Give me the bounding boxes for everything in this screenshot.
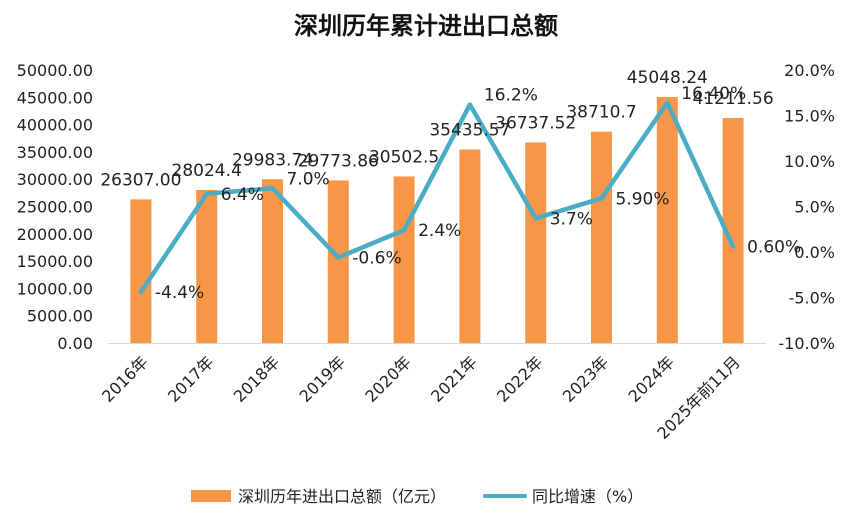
bar [656, 97, 678, 343]
right-axis: -10.0% -5.0% 0.0% 5.0% 10.0% 15.0% 20.0% [778, 61, 835, 353]
line-point [204, 191, 209, 196]
bar-data-label: 30502.5 [369, 147, 439, 167]
line-data-label: 7.0% [287, 169, 330, 189]
bar-data-label: 29773.86 [298, 151, 379, 171]
left-axis: 0.00 5000.00 10000.00 15000.00 20000.00 25000… [17, 61, 93, 353]
line-data-label: 16.2% [484, 86, 538, 106]
bar [525, 142, 547, 343]
left-axis-tick-label: 15000.00 [17, 252, 93, 271]
bar-data-label: 41211.56 [693, 89, 774, 109]
line-data-label: 5.90% [616, 189, 670, 209]
x-axis-tick-label: 2021年 [427, 352, 481, 406]
right-axis-tick-label: 5.0% [794, 198, 835, 217]
line-data-labels: -4.4% 6.4% 7.0% -0.6% 2.4% 16.2% 3.7% 5.90% 16.4… [155, 84, 801, 303]
bar [722, 117, 744, 343]
right-axis-tick-label: 10.0% [784, 152, 835, 171]
bar-data-label: 36737.52 [495, 113, 576, 133]
bar-data-label: 28024.4 [172, 161, 242, 181]
left-axis-tick-label: 25000.00 [17, 198, 93, 217]
bar-data-label: 29983.74 [232, 150, 313, 170]
line-point [467, 102, 472, 107]
growth-line [138, 100, 736, 295]
x-axis-tick-label: 2022年 [493, 352, 547, 406]
line-series [138, 100, 736, 295]
line-data-label: 3.7% [550, 209, 593, 229]
line-point [665, 100, 670, 105]
left-axis-tick-label: 30000.00 [17, 170, 93, 189]
x-axis-tick-label: 2017年 [164, 352, 218, 406]
bar-series [130, 97, 744, 343]
line-point [336, 255, 341, 260]
right-axis-tick-label: 0.0% [794, 243, 835, 262]
x-axis-tick-label: 2018年 [230, 352, 284, 406]
left-axis-tick-label: 40000.00 [17, 116, 93, 135]
line-data-label: 0.60% [747, 238, 801, 258]
line-point [599, 196, 604, 201]
right-axis-tick-label: -5.0% [789, 289, 835, 308]
line-point [533, 216, 538, 221]
line-point [138, 290, 143, 295]
left-axis-tick-label: 10000.00 [17, 279, 93, 298]
chart-title: 深圳历年累计进出口总额 [294, 12, 558, 40]
line-point [270, 186, 275, 191]
bar-data-label: 35435.57 [429, 121, 510, 141]
line-data-label: -4.4% [155, 283, 204, 303]
x-axis-tick-label: 2024年 [625, 352, 679, 406]
right-axis-tick-label: -10.0% [778, 334, 835, 353]
x-axis: 2016年 2017年 2018年 2019年 2020年 2021年 2022年 2023年… [98, 343, 766, 443]
bar [327, 180, 349, 343]
left-axis-tick-label: 20000.00 [17, 225, 93, 244]
right-axis-tick-label: 15.0% [784, 107, 835, 126]
left-axis-tick-label: 35000.00 [17, 143, 93, 162]
x-axis-tick-label: 2023年 [559, 352, 613, 406]
legend-label-line: 同比增速（%） [532, 487, 643, 506]
line-data-label: 6.4% [221, 185, 264, 205]
bar-data-label: 26307.00 [100, 170, 181, 190]
line-point [402, 228, 407, 233]
bar [459, 149, 481, 343]
legend-swatch-bar [191, 490, 231, 502]
left-axis-tick-label: 50000.00 [17, 61, 93, 80]
bar [196, 189, 218, 343]
line-data-label: 2.4% [418, 221, 461, 241]
legend-label-bar: 深圳历年进出口总额（亿元） [238, 487, 446, 506]
legend: 深圳历年进出口总额（亿元） 同比增速（%） [191, 487, 643, 506]
line-data-label: 16.40% [681, 84, 746, 104]
bar-data-label: 45048.24 [627, 68, 708, 88]
x-axis-tick-label: 2020年 [361, 352, 415, 406]
line-point [731, 244, 736, 249]
bar [262, 179, 283, 343]
bar-data-label: 38710.7 [566, 103, 636, 123]
x-axis-tick-label: 2019年 [296, 352, 350, 406]
left-axis-tick-label: 5000.00 [27, 307, 93, 326]
bar [130, 199, 152, 343]
right-axis-tick-label: 20.0% [784, 61, 835, 80]
bar [591, 131, 612, 343]
x-axis-tick-label: 2016年 [98, 352, 152, 406]
line-data-label: -0.6% [352, 248, 401, 268]
left-axis-tick-label: 45000.00 [17, 88, 93, 107]
left-axis-tick-label: 0.00 [57, 334, 93, 353]
